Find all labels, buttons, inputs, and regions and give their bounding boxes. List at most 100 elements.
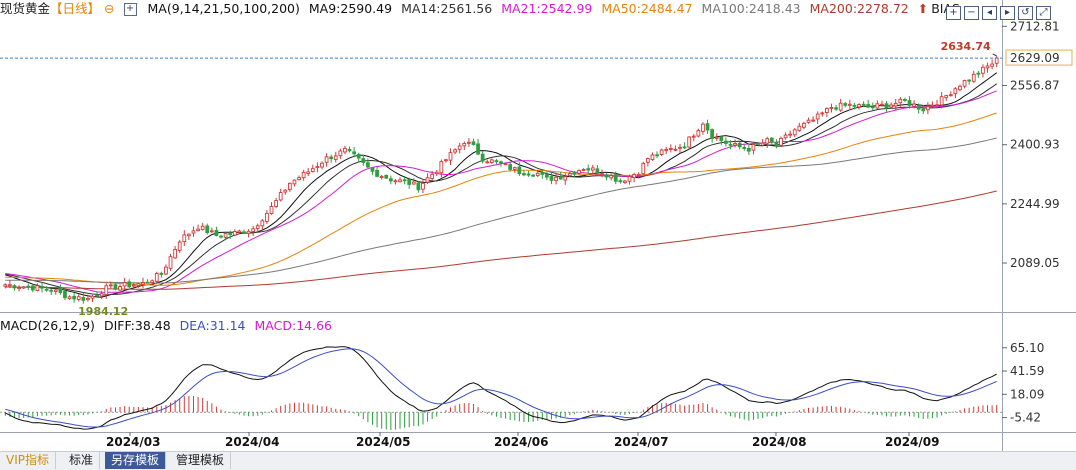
candle [806, 117, 811, 124]
candle [356, 152, 361, 163]
candle [829, 103, 834, 113]
candle [53, 288, 58, 295]
instrument-name: 现货黄金 [0, 1, 51, 16]
candle [177, 239, 182, 253]
candle [223, 231, 228, 241]
candle [898, 97, 903, 107]
x-tick-label: 2024/04 [225, 435, 279, 449]
candle [200, 222, 205, 231]
expand-icon[interactable]: ⤢ [1036, 6, 1051, 20]
tab-manage-template[interactable]: 管理模板 [170, 452, 232, 469]
ma21-value: MA21:2542.99 [501, 1, 593, 16]
ma14-value: MA14:2561.56 [401, 1, 493, 16]
candle [232, 229, 237, 237]
candle [145, 279, 150, 284]
indicator-box-icon[interactable]: + [123, 3, 137, 16]
candle [728, 140, 733, 150]
candle [586, 164, 591, 175]
candle [765, 136, 770, 148]
candle [531, 174, 536, 178]
tab-vip-indicators[interactable]: VIP指标 [0, 452, 56, 469]
x-tick-label: 2024/05 [356, 435, 410, 449]
candle [3, 283, 8, 289]
candle [306, 167, 311, 177]
macd-y-tick-label: 41.59 [1010, 364, 1044, 378]
candle [26, 283, 31, 290]
candle [237, 229, 242, 235]
x-tick-label: 2024/08 [752, 435, 806, 449]
candle [86, 294, 90, 302]
candle [40, 282, 44, 293]
moving-averages [5, 72, 997, 298]
candle [875, 100, 880, 110]
axes: 2634.74 1984.12 2712.81 2556.87 2400.93 2244.… [0, 19, 1073, 449]
macd-legend: MACD(26,12,9) DIFF:38.48 DEA:31.14 MACD:14.… [0, 318, 341, 334]
candle [430, 170, 435, 181]
candle [604, 173, 609, 181]
candle [398, 177, 402, 183]
candle [852, 102, 857, 110]
candle [173, 246, 177, 259]
candle [393, 178, 398, 185]
candle [164, 264, 168, 276]
candle [508, 161, 513, 172]
macd-y-tick-label: 65.10 [1010, 341, 1044, 355]
candle [641, 161, 646, 176]
candles[interactable] [3, 55, 999, 304]
candle [682, 142, 687, 150]
y-tick-label: 2712.81 [1010, 19, 1060, 33]
tab-save-template[interactable]: 另存模板 [105, 452, 167, 469]
settings-icon[interactable]: ⊖ [104, 1, 115, 16]
candle [843, 102, 848, 108]
candle [370, 166, 375, 176]
diff-line [5, 346, 997, 430]
left-arrow-icon[interactable]: ◂ [982, 6, 997, 20]
candle [595, 165, 600, 175]
candle [600, 169, 604, 178]
candle [742, 144, 747, 151]
candle [719, 135, 724, 145]
zoom-out-icon[interactable]: − [964, 6, 979, 20]
candle [462, 141, 467, 150]
candle [756, 141, 760, 146]
candle [687, 136, 692, 150]
zoom-in-icon[interactable]: + [946, 6, 961, 20]
candle [255, 223, 260, 233]
candle [187, 233, 191, 240]
high-annotation: 2634.74 [941, 40, 991, 53]
period-label[interactable]: 【日线】 [50, 1, 101, 16]
ma14-line [5, 83, 997, 296]
y-tick-label: 2556.87 [1010, 78, 1060, 92]
candle [953, 87, 958, 99]
candle [21, 285, 26, 289]
candle [388, 175, 393, 185]
candle [701, 122, 705, 135]
candle [35, 283, 40, 292]
ma200-line [5, 190, 997, 290]
candle [214, 226, 219, 237]
candle [278, 188, 283, 202]
candle [724, 137, 728, 147]
candle [751, 143, 756, 155]
candle [480, 151, 485, 164]
candle [912, 100, 916, 109]
right-arrow-icon[interactable]: ▸ [1000, 6, 1015, 20]
candle [30, 284, 35, 293]
candle [540, 168, 545, 179]
candle [655, 151, 659, 159]
ma200-value: MA200:2278.72 [809, 1, 909, 16]
candle [522, 170, 526, 177]
candle [930, 101, 935, 108]
candle [127, 279, 132, 288]
candle [857, 103, 861, 110]
candle [609, 173, 614, 181]
reset-icon[interactable]: ↺ [1018, 6, 1033, 20]
macd-y-tick-label: 18.09 [1010, 387, 1044, 401]
candle [384, 174, 389, 180]
candle [838, 98, 843, 112]
candle [623, 179, 627, 185]
tab-standard[interactable]: 标准 [63, 452, 101, 469]
macd-value: MACD:14.66 [254, 318, 332, 333]
candle [811, 116, 815, 123]
